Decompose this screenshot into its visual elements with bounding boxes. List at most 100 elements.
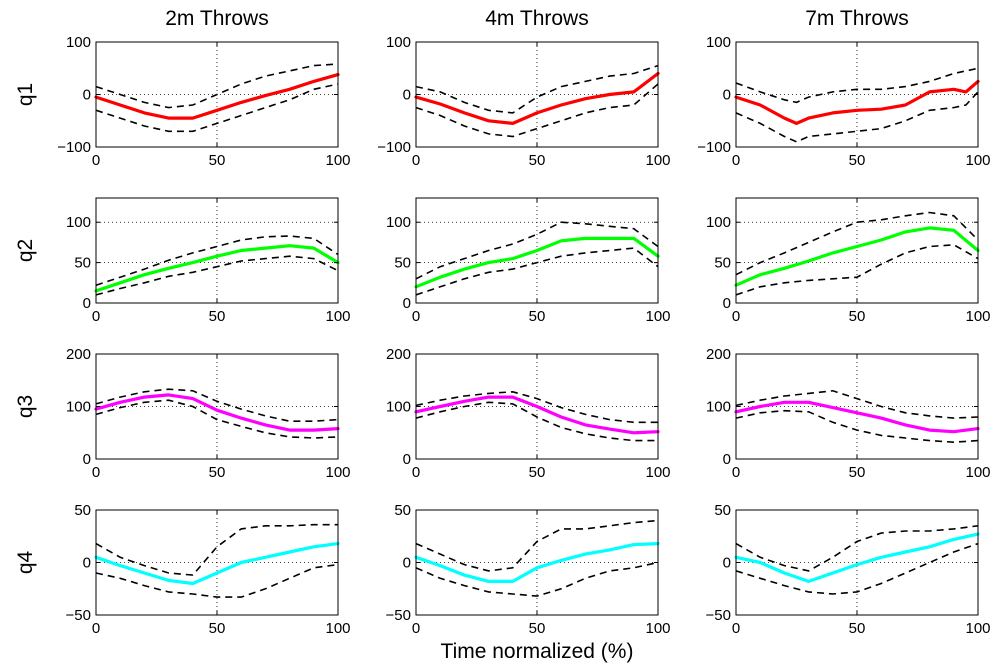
upper-std-line <box>95 388 339 422</box>
upper-std-line <box>95 235 339 286</box>
y-tick-label: 0 <box>403 555 411 572</box>
mean-line <box>734 79 980 125</box>
mean-line <box>94 73 340 120</box>
mean-line <box>94 244 340 293</box>
x-tick-label: 100 <box>325 152 350 169</box>
y-tick-label: 0 <box>83 451 91 468</box>
y-tick-label: −50 <box>66 607 91 624</box>
y-tick-label: 0 <box>723 555 731 572</box>
x-tick-label: 50 <box>849 620 866 637</box>
subplot-q3-1: 0 50 100 0 100 200 <box>66 346 351 481</box>
y-tick-label: 0 <box>723 295 731 312</box>
mean-line <box>414 395 660 435</box>
mean-line <box>414 236 660 289</box>
y-tick-label: 100 <box>706 399 731 416</box>
upper-std-line <box>95 63 339 109</box>
x-tick-label: 100 <box>965 464 990 481</box>
x-tick-label: 0 <box>732 620 740 637</box>
y-tick-label: 100 <box>66 214 91 231</box>
lower-std-line <box>735 91 979 143</box>
upper-std-line <box>415 519 659 572</box>
x-tick-label: 50 <box>849 308 866 325</box>
column-title: 7m Throws <box>805 7 908 30</box>
x-tick-label: 0 <box>92 308 100 325</box>
x-tick-label: 0 <box>412 152 420 169</box>
x-tick-label: 100 <box>965 620 990 637</box>
x-tick-label: 50 <box>849 464 866 481</box>
lower-std-line <box>415 561 659 597</box>
mean-line <box>414 542 660 583</box>
x-tick-label: 0 <box>92 464 100 481</box>
x-tick-label: 100 <box>645 152 670 169</box>
y-tick-label: 0 <box>83 555 91 572</box>
lower-std-line <box>95 399 339 439</box>
y-tick-label: 200 <box>66 346 91 363</box>
x-tick-label: 50 <box>209 308 226 325</box>
subplot-q3-3: 0 50 100 0 100 200 <box>706 346 991 481</box>
mean-line <box>734 400 980 434</box>
row-label: q3 <box>14 395 37 418</box>
y-tick-label: 100 <box>386 399 411 416</box>
x-tick-label: 50 <box>529 152 546 169</box>
upper-std-line <box>415 64 659 114</box>
y-tick-label: 50 <box>74 502 91 519</box>
x-tick-label: 100 <box>325 308 350 325</box>
x-tick-label: 100 <box>965 152 990 169</box>
lower-std-line <box>735 542 979 595</box>
x-tick-label: 0 <box>92 152 100 169</box>
x-tick-label: 100 <box>965 308 990 325</box>
subplot-q2-1: 0 50 100 0 50 100 <box>66 197 351 325</box>
y-tick-label: 100 <box>66 34 91 51</box>
x-tick-label: 100 <box>645 620 670 637</box>
y-tick-label: 200 <box>706 346 731 363</box>
x-tick-label: 100 <box>645 464 670 481</box>
column-title: 4m Throws <box>485 7 588 30</box>
x-tick-label: 0 <box>412 308 420 325</box>
y-tick-label: 0 <box>403 87 411 104</box>
x-tick-label: 50 <box>209 464 226 481</box>
y-tick-label: 0 <box>403 295 411 312</box>
x-tick-label: 0 <box>412 464 420 481</box>
upper-std-line <box>735 525 979 572</box>
y-tick-label: 0 <box>83 295 91 312</box>
y-tick-label: 50 <box>714 502 731 519</box>
upper-std-line <box>735 389 979 419</box>
y-tick-label: 0 <box>403 451 411 468</box>
row-label: q4 <box>14 551 37 575</box>
y-tick-label: −50 <box>706 607 731 624</box>
lower-std-line <box>415 83 659 138</box>
y-tick-label: −50 <box>386 607 411 624</box>
y-tick-label: −100 <box>57 139 91 156</box>
y-tick-label: 0 <box>723 87 731 104</box>
y-tick-label: 100 <box>386 214 411 231</box>
lower-std-line <box>95 83 339 133</box>
subplot-q2-3: 0 50 100 0 50 100 <box>706 197 991 325</box>
x-tick-label: 0 <box>92 620 100 637</box>
x-tick-label: 50 <box>529 308 546 325</box>
mean-line <box>94 393 340 432</box>
row-label: q1 <box>14 83 37 106</box>
y-tick-label: 50 <box>394 255 411 272</box>
subplot-q3-2: 0 50 100 0 100 200 <box>386 346 671 481</box>
y-tick-label: −100 <box>697 139 731 156</box>
mean-line <box>734 226 980 287</box>
x-tick-label: 50 <box>209 152 226 169</box>
x-tick-label: 50 <box>529 464 546 481</box>
y-tick-label: 100 <box>386 34 411 51</box>
y-tick-label: 50 <box>714 255 731 272</box>
x-tick-label: 50 <box>209 620 226 637</box>
lower-std-line <box>735 243 979 296</box>
row-label: q2 <box>14 239 37 262</box>
x-tick-label: 0 <box>732 308 740 325</box>
x-tick-label: 50 <box>849 152 866 169</box>
y-tick-label: 100 <box>706 214 731 231</box>
y-tick-label: 50 <box>394 502 411 519</box>
lower-std-line <box>95 563 339 598</box>
upper-std-line <box>415 390 658 424</box>
